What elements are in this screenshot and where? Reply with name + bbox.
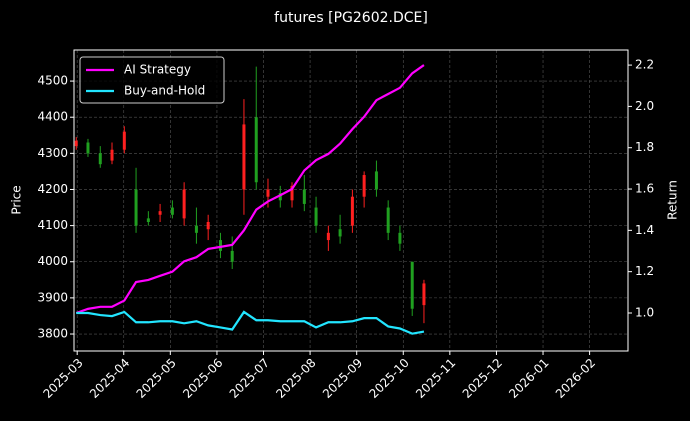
y2-tick-label: 1.6 [635, 182, 654, 196]
legend-label: Buy-and-Hold [124, 84, 205, 98]
candle-body [326, 232, 330, 241]
y2-tick-label: 1.8 [635, 140, 654, 154]
candle-body [86, 142, 90, 154]
candle-body [362, 175, 366, 197]
candle-body [422, 283, 426, 306]
candle-body [302, 189, 306, 204]
series-line [76, 310, 425, 335]
candle-body [314, 207, 318, 226]
candle-body [290, 185, 294, 201]
legend-box [79, 56, 225, 104]
y-tick-label: 4000 [37, 254, 68, 268]
y2-tick-label: 2.0 [635, 99, 654, 113]
candle-body [278, 193, 282, 201]
y-tick-label: 4400 [37, 110, 68, 124]
candle-body [170, 207, 174, 215]
candle-body [386, 207, 390, 233]
candle-body [242, 124, 246, 190]
candle-body [410, 261, 414, 309]
candle-body [338, 229, 342, 237]
y-tick-label: 3900 [37, 290, 68, 304]
legend-label: AI Strategy [124, 63, 191, 77]
y2-tick-label: 2.2 [635, 58, 654, 72]
y2-tick-label: 1.2 [635, 264, 654, 278]
candle-body [398, 232, 402, 244]
y2-tick-label: 1.0 [635, 305, 654, 319]
candle-body [158, 211, 162, 215]
candle-body [182, 189, 186, 219]
y-tick-label: 4300 [37, 146, 68, 160]
chart-title: futures [PG2602.DCE] [274, 10, 428, 26]
candle-body [110, 149, 114, 161]
candle-body [194, 225, 198, 233]
candle-body [218, 240, 222, 251]
candle-body [254, 117, 258, 183]
y-tick-label: 4200 [37, 182, 68, 196]
candle-body [74, 140, 78, 147]
y-tick-label: 4500 [37, 74, 68, 88]
candle-body [98, 153, 102, 165]
y-tick-label: 4100 [37, 218, 68, 232]
candle-body [374, 171, 378, 190]
candle-body [122, 131, 126, 150]
y-tick-label: 3800 [37, 327, 68, 341]
candle-body [230, 250, 234, 262]
plot-frame [73, 49, 629, 352]
candle-body [134, 189, 138, 226]
y-axis-label: Price [10, 185, 24, 214]
candle-body [206, 222, 210, 230]
y2-tick-label: 1.4 [635, 223, 654, 237]
candle-body [266, 189, 270, 197]
candle-body [146, 218, 150, 222]
y2-axis-label: Return [666, 180, 680, 220]
series-line [75, 64, 425, 315]
candle-body [350, 196, 354, 226]
